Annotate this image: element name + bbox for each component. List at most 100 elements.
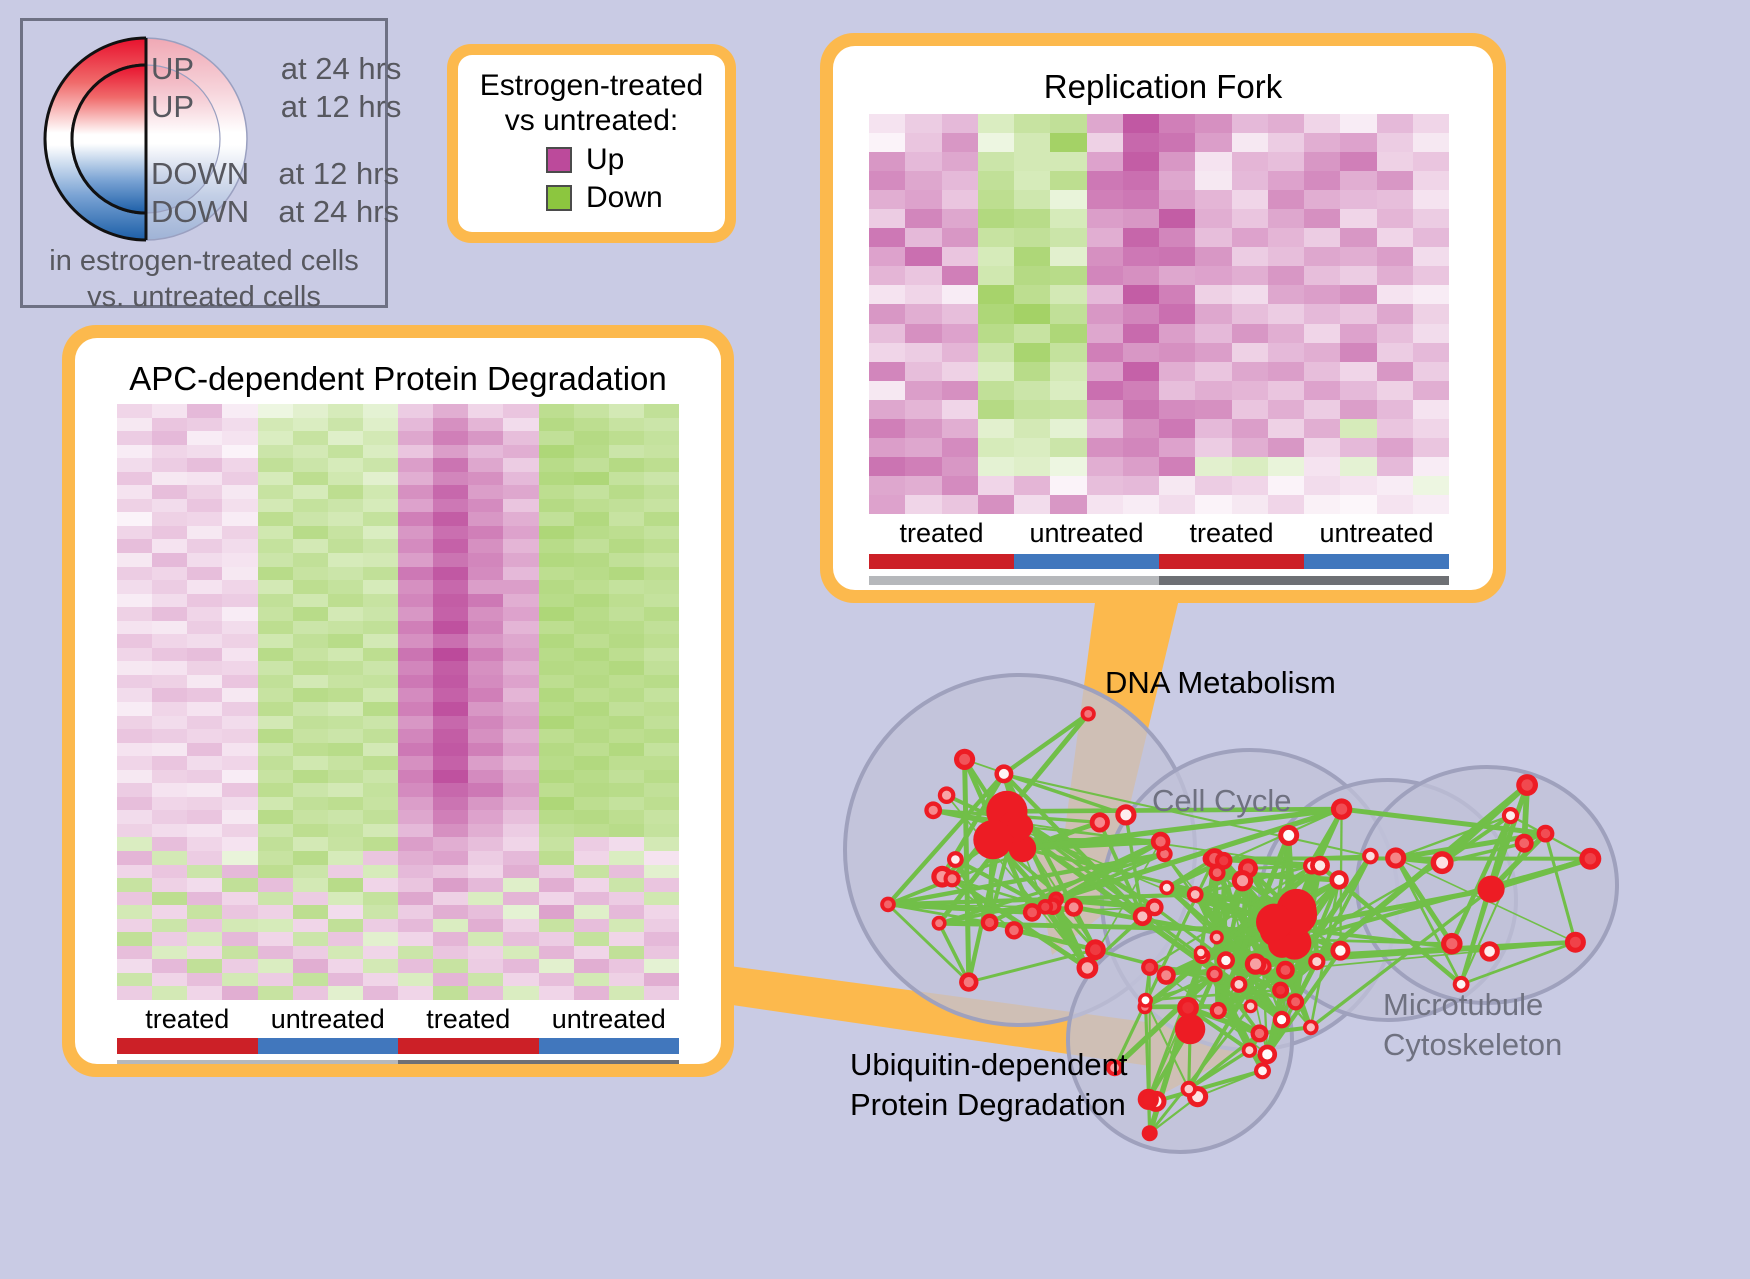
network-edge — [964, 758, 1127, 816]
network-node[interactable] — [1477, 875, 1505, 903]
micro-line1: Microtubule — [1383, 987, 1544, 1022]
network-edge — [1143, 864, 1313, 1009]
repl-group-3: untreated — [1319, 518, 1434, 548]
network-node-core — [1212, 868, 1222, 878]
network-edge — [1285, 941, 1576, 971]
network-node-core — [1094, 817, 1106, 828]
network-node-core — [1254, 1028, 1265, 1039]
replication-fork-heatmap — [869, 114, 1449, 514]
network-node-core — [1245, 1046, 1254, 1055]
concentric-ring-diagram — [43, 36, 248, 242]
network-edge — [1155, 1068, 1264, 1104]
network-node[interactable] — [1256, 903, 1293, 941]
network-node[interactable] — [1007, 813, 1034, 840]
network-edge — [1223, 880, 1245, 961]
network-diagram — [843, 673, 1619, 1154]
network-node-core — [1145, 1129, 1154, 1138]
legend-item-up: Up — [546, 143, 715, 177]
network-node-core — [1142, 1093, 1154, 1105]
network-node-core — [1484, 946, 1495, 957]
ring-time-down-12: at 12 hrs — [278, 156, 400, 191]
replication-fork-inner: Replication Fork treated untreated treat… — [833, 46, 1493, 590]
down-color-swatch — [546, 184, 572, 211]
ring-time-down-24: at 24 hrs — [278, 194, 400, 229]
network-node-core — [1390, 852, 1402, 864]
network-edge — [1186, 1006, 1251, 1052]
network-edge — [1144, 999, 1190, 1090]
apc-degradation-inner: APC-dependent Protein Degradation treate… — [75, 338, 721, 1064]
ring-legend-caption: in estrogen-treated cells vs. untreated … — [23, 243, 385, 316]
network-node-core — [1246, 1002, 1255, 1010]
apc-treatment-bar — [117, 1038, 679, 1054]
network-node-core — [1145, 962, 1155, 972]
network-edge — [1112, 971, 1217, 1070]
updown-legend-title: Estrogen-treated vs untreated: — [468, 69, 715, 139]
repl-group-2: treated — [1189, 518, 1274, 548]
network-node[interactable] — [973, 820, 1013, 860]
network-edge — [1187, 1048, 1251, 1091]
network-node-core — [935, 919, 943, 928]
network-node-core — [884, 900, 892, 909]
network-node-core — [1141, 996, 1150, 1005]
up-color-swatch — [546, 146, 572, 173]
network-node-core — [998, 768, 1009, 779]
network-edge — [1460, 842, 1526, 985]
updown-legend-card: Estrogen-treated vs untreated: Up Down — [447, 44, 736, 243]
apc-degradation-card: APC-dependent Protein Degradation treate… — [62, 325, 734, 1077]
network-node-core — [1334, 874, 1345, 885]
network-node-core — [947, 874, 957, 884]
network-node-core — [1162, 883, 1171, 892]
replication-fork-title: Replication Fork — [1043, 68, 1283, 105]
network-node-core — [1314, 860, 1326, 871]
apc-group-2: treated — [426, 1004, 511, 1034]
ring-label-up-12: UP — [151, 89, 194, 124]
network-node-core — [1219, 856, 1229, 866]
network-edge — [1143, 1000, 1152, 1134]
ring-legend-panel: UP at 24 hrs UP at 12 hrs DOWN at 12 hrs… — [20, 18, 401, 313]
network-node-core — [1519, 838, 1530, 849]
apc-group-labels: treated untreated treated untreated — [117, 1004, 679, 1035]
network-edge — [951, 877, 1046, 908]
network-edge — [1460, 940, 1576, 986]
network-edge — [1022, 806, 1342, 852]
ring-label-down-12: DOWN — [151, 156, 250, 191]
network-edge — [1197, 1069, 1263, 1098]
network-node-core — [1569, 936, 1581, 948]
updown-title-line2: vs untreated: — [504, 103, 679, 137]
legend-item-down: Down — [546, 181, 715, 215]
cluster-label-microtubule-cytoskeleton: Microtubule Cytoskeleton — [1383, 985, 1562, 1066]
network-node-core — [1291, 997, 1301, 1007]
network-node-core — [1446, 938, 1458, 950]
network-node-core — [1280, 965, 1291, 975]
network-node-core — [1540, 828, 1551, 839]
ring-caption-line1: in estrogen-treated cells — [49, 245, 359, 277]
network-node-core — [959, 753, 971, 765]
network-node-core — [1182, 1002, 1194, 1014]
network-node[interactable] — [1174, 1013, 1206, 1045]
network-edge — [1006, 806, 1342, 814]
network-node-core — [928, 805, 938, 815]
network-edge — [1124, 814, 1145, 917]
network-node-core — [1210, 969, 1219, 979]
updown-legend-inner: Estrogen-treated vs untreated: Up Down — [458, 55, 725, 232]
network-node-core — [1090, 944, 1101, 956]
network-edge — [1341, 806, 1546, 837]
network-edge — [1002, 712, 1090, 776]
replication-fork-treatment-bar — [869, 554, 1449, 569]
up-label: Up — [586, 142, 625, 176]
network-edge — [1440, 813, 1512, 865]
network-node-core — [1120, 809, 1132, 821]
cluster-label-dna-metabolism: DNA Metabolism — [1105, 665, 1336, 700]
network-node-core — [1110, 1063, 1119, 1073]
network-node-core — [1283, 829, 1295, 841]
replication-fork-card: Replication Fork treated untreated treat… — [820, 33, 1506, 603]
ring-row-down-12: DOWN at 12 hrs — [151, 156, 399, 192]
network-edge — [1163, 853, 1257, 965]
network-edge — [1449, 814, 1513, 945]
network-node-core — [1262, 1049, 1273, 1060]
network-node-core — [1137, 911, 1148, 922]
network-node-core — [1584, 853, 1596, 865]
network-node-core — [1213, 933, 1221, 942]
network-node-core — [1250, 958, 1262, 970]
network-node-core — [1306, 1023, 1315, 1032]
